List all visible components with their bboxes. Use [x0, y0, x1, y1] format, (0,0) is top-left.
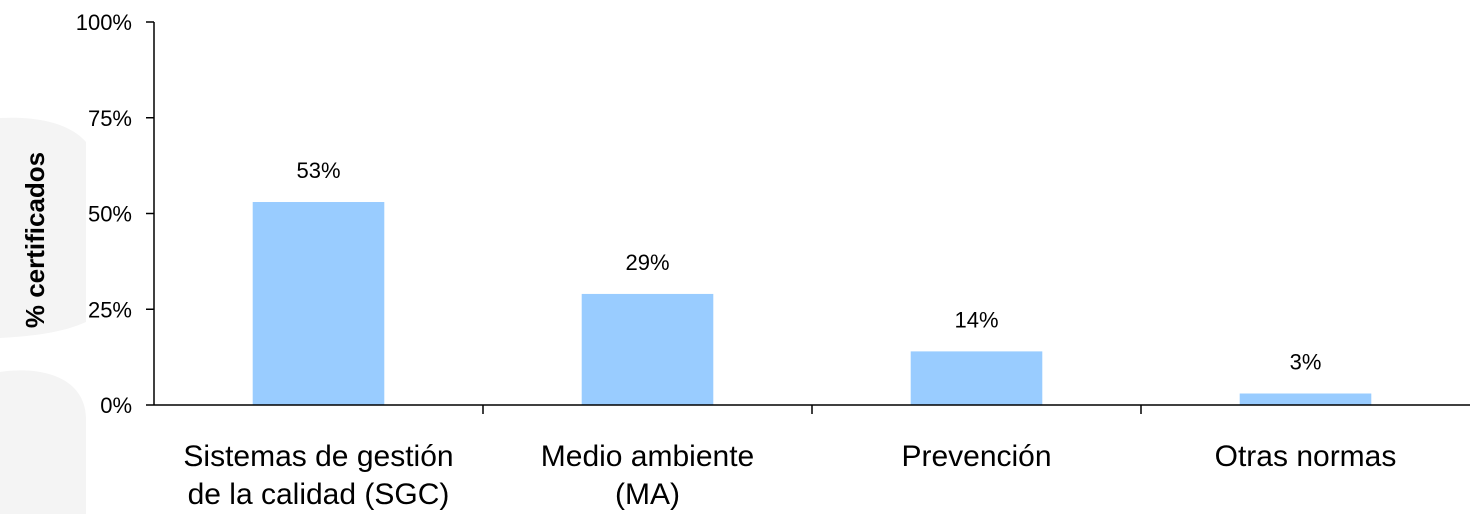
- y-tick-label: 75%: [88, 106, 132, 131]
- bars: [252, 202, 1372, 405]
- bar: [910, 351, 1043, 405]
- data-labels: 53% 29% 14% 3%: [296, 158, 1321, 375]
- x-tick-label: de la calidad (SGC): [188, 478, 450, 511]
- y-axis-ticks: 0% 25% 50% 75% 100%: [76, 10, 154, 418]
- bar: [252, 202, 385, 405]
- watermark-shape-lower: [0, 370, 86, 514]
- x-tick-label: Sistemas de gestión: [183, 440, 453, 473]
- data-label: 53%: [296, 158, 340, 183]
- bar: [581, 293, 714, 405]
- y-tick-label: 25%: [88, 297, 132, 322]
- plot-area: 0% 25% 50% 75% 100% 53% 29% 14% 3% Sistemas de …: [76, 10, 1470, 511]
- data-label: 14%: [954, 307, 998, 332]
- data-label: 3%: [1290, 350, 1322, 375]
- x-axis-ticks: Sistemas de gestión de la calidad (SGC) Me…: [183, 405, 1396, 511]
- y-tick-label: 0%: [100, 393, 132, 418]
- x-tick-label: Medio ambiente: [541, 440, 754, 473]
- data-label: 29%: [625, 250, 669, 275]
- y-tick-label: 50%: [88, 202, 132, 227]
- background-watermark: [0, 117, 86, 514]
- y-axis-title: % certificados: [20, 152, 50, 328]
- watermark-shape-upper: [0, 117, 86, 338]
- x-tick-label: Otras normas: [1215, 440, 1397, 473]
- y-tick-label: 100%: [76, 10, 132, 35]
- x-tick-label: Prevención: [901, 440, 1051, 473]
- bar: [1239, 393, 1372, 405]
- x-tick-label: (MA): [615, 478, 680, 511]
